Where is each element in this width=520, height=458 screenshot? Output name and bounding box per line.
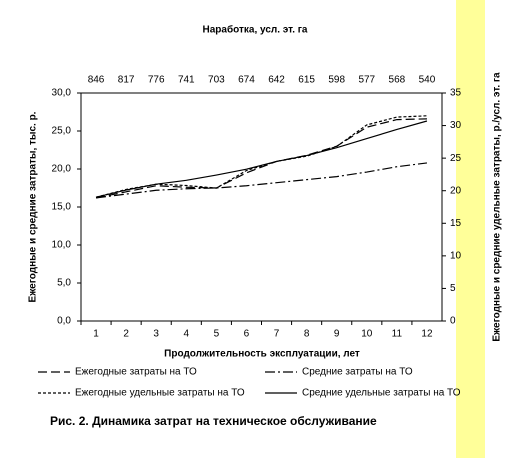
top-axis-title: Наработка, усл. эт. га [203, 24, 308, 36]
top-tick-label: 598 [328, 75, 345, 86]
y-axis-title: Ежегодные и средние затраты, тыс. р. [28, 111, 39, 302]
top-tick-label: 703 [208, 75, 225, 86]
top-tick-label: 776 [148, 75, 165, 86]
series-line [95, 115, 427, 198]
top-tick-label: 741 [178, 75, 195, 86]
highlight-strip [456, 0, 485, 458]
x-tick-label: 8 [304, 329, 310, 340]
y2-tick-label: 20 [450, 185, 462, 196]
y-tick-label: 30,0 [52, 88, 72, 99]
x-tick-label: 11 [392, 329, 403, 340]
x-tick-label: 2 [123, 329, 129, 340]
legend-label: Ежегодные затраты на ТО [75, 367, 197, 378]
y2-tick-label: 25 [450, 153, 462, 164]
x-tick-label: 5 [214, 329, 220, 340]
top-tick-label: 674 [238, 75, 255, 86]
y2-tick-label: 0 [450, 316, 456, 327]
x-tick-label: 7 [274, 329, 280, 340]
y2-tick-label: 10 [450, 250, 462, 261]
x-tick-label: 3 [153, 329, 159, 340]
top-tick-label: 577 [358, 75, 375, 86]
y-tick-label: 20,0 [52, 164, 72, 175]
caption: Рис. 2. Динамика затрат на техническое о… [50, 414, 377, 428]
x-tick-label: 10 [361, 329, 373, 340]
legend-label: Средние затраты на ТО [302, 367, 413, 378]
y-tick-label: 10,0 [52, 240, 72, 251]
y2-tick-label: 30 [450, 120, 462, 131]
series-line [95, 120, 428, 198]
top-tick-label: 817 [118, 75, 135, 86]
top-tick-label: 568 [389, 75, 406, 86]
x-tick-label: 1 [93, 329, 99, 340]
x-tick-label: 6 [244, 329, 250, 340]
legend-label: Средние удельные затраты на ТО [302, 388, 461, 399]
x-tick-label: 4 [184, 329, 190, 340]
top-tick-label: 642 [268, 75, 285, 86]
series-line [95, 118, 427, 199]
x-axis-title: Продолжительность эксплуатации, лет [164, 349, 360, 360]
y2-tick-label: 15 [450, 218, 462, 229]
y-tick-label: 5,0 [57, 278, 71, 289]
y2-tick-label: 5 [450, 283, 456, 294]
plot-frame [80, 92, 443, 322]
y-tick-label: 15,0 [52, 202, 72, 213]
x-tick-label: 9 [334, 329, 340, 340]
top-tick-label: 615 [298, 75, 315, 86]
y-tick-label: 25,0 [52, 126, 72, 137]
legend-label: Ежегодные удельные затраты на ТО [75, 388, 245, 399]
top-tick-label: 540 [419, 75, 436, 86]
y2-axis-title: Ежегодные и средние удельные затраты, р.… [492, 72, 503, 342]
y-tick-label: 0,0 [57, 316, 71, 327]
series-line [95, 162, 428, 199]
x-tick-label: 12 [421, 329, 433, 340]
y2-tick-label: 35 [450, 88, 462, 99]
top-tick-label: 846 [88, 75, 105, 86]
